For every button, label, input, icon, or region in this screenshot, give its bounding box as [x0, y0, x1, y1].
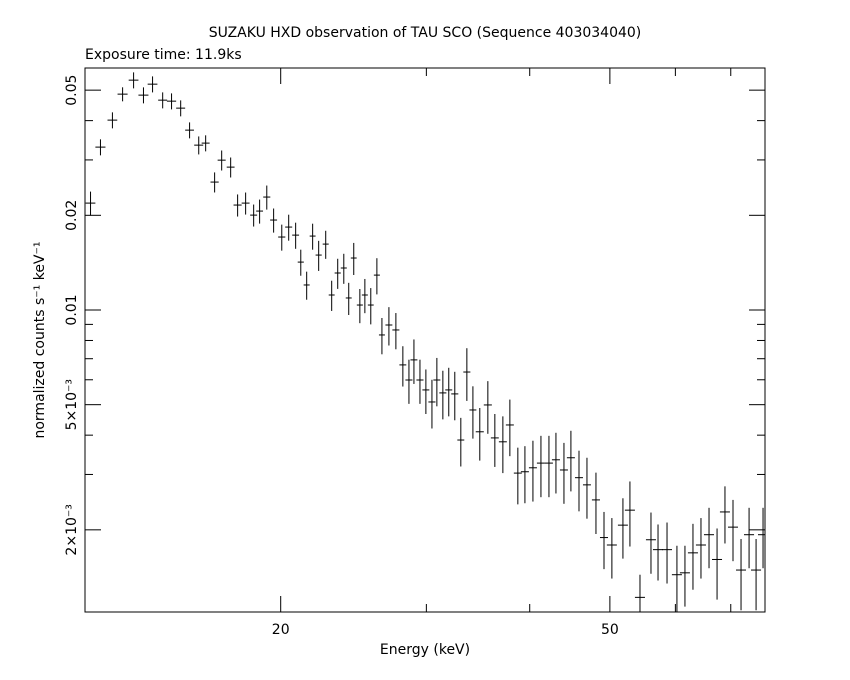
y-tick-label: 0.05 — [64, 75, 80, 106]
chart-subtitle: Exposure time: 11.9ks — [85, 47, 242, 63]
y-axis-label: normalized counts s⁻¹ keV⁻¹ — [32, 241, 48, 438]
y-tick-label: 5×10⁻³ — [64, 379, 80, 430]
x-tick-label: 20 — [272, 622, 290, 638]
y-tick-label: 0.01 — [64, 294, 80, 325]
x-tick-label: 50 — [601, 622, 619, 638]
y-tick-label: 0.02 — [64, 200, 80, 231]
chart-title: SUZAKU HXD observation of TAU SCO (Seque… — [209, 25, 642, 41]
y-tick-label: 2×10⁻³ — [64, 504, 80, 555]
x-axis-label: Energy (keV) — [380, 642, 470, 658]
